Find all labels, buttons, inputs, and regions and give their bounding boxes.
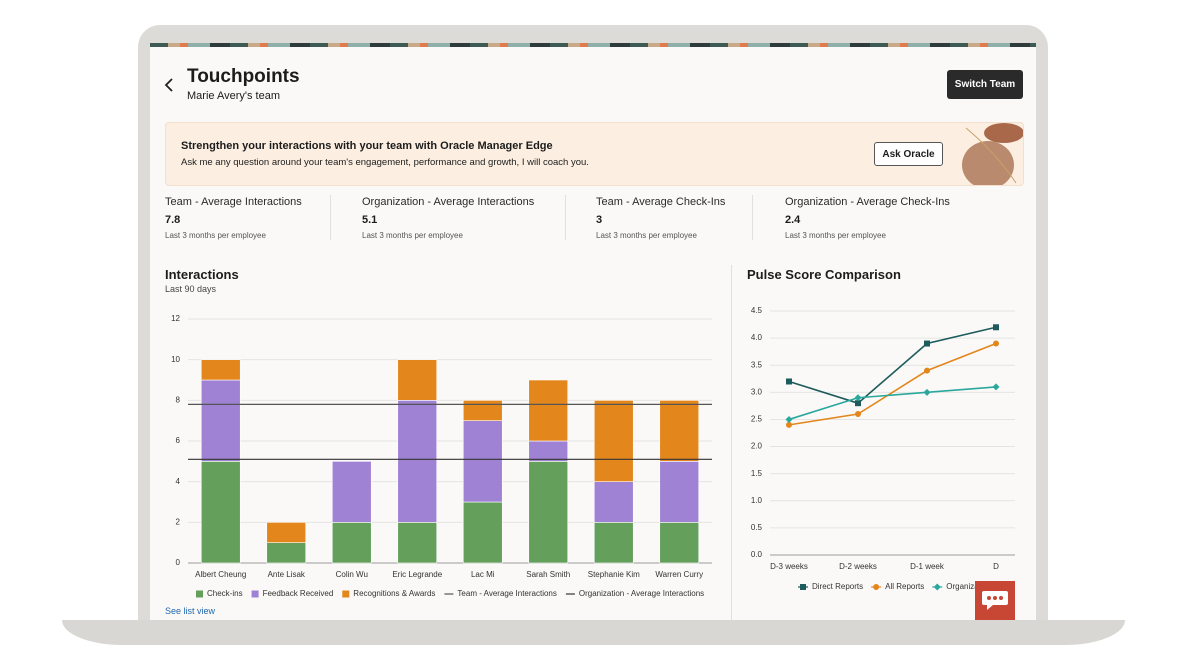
bar-segment xyxy=(594,400,633,481)
bar-segment xyxy=(267,522,306,542)
y-tick-label: 4 xyxy=(176,477,181,486)
bar-segment xyxy=(398,400,437,522)
y-tick-label: 10 xyxy=(171,355,180,364)
bar-segment xyxy=(594,482,633,523)
x-tick-label: Albert Cheung xyxy=(195,570,246,579)
y-tick-label: 0.5 xyxy=(751,523,763,532)
bar-segment xyxy=(529,461,568,563)
bar-segment xyxy=(529,380,568,441)
legend-marker xyxy=(873,584,879,590)
legend-swatch xyxy=(196,591,203,598)
legend-label: Feedback Received xyxy=(263,589,334,598)
bar-segment xyxy=(660,461,699,522)
legend-marker xyxy=(800,584,806,590)
marker xyxy=(786,416,793,423)
bar-segment xyxy=(463,400,502,420)
y-tick-label: 12 xyxy=(171,314,180,323)
legend-label: Team - Average Interactions xyxy=(457,589,556,598)
x-tick-label: Eric Legrande xyxy=(392,570,442,579)
legend-label: All Reports xyxy=(885,582,924,591)
x-tick-label: Lac Mi xyxy=(471,570,495,579)
y-tick-label: 4.5 xyxy=(751,306,763,315)
x-tick-label: Stephanie Kim xyxy=(588,570,640,579)
y-tick-label: 1.5 xyxy=(751,469,763,478)
bar-segment xyxy=(463,502,502,563)
bar-segment xyxy=(660,522,699,563)
y-tick-label: 3.5 xyxy=(751,360,763,369)
marker xyxy=(786,378,792,384)
bar-segment xyxy=(332,522,371,563)
legend-label: Check-ins xyxy=(207,589,243,598)
bar-segment xyxy=(267,543,306,563)
bar-segment xyxy=(398,522,437,563)
y-tick-label: 2.5 xyxy=(751,415,763,424)
legend-marker xyxy=(934,584,941,591)
bar-segment xyxy=(332,461,371,522)
marker xyxy=(993,341,999,347)
x-tick-label: Ante Lisak xyxy=(268,570,306,579)
y-tick-label: 0 xyxy=(176,558,181,567)
legend-label: Direct Reports xyxy=(812,582,863,591)
bar-segment xyxy=(398,360,437,401)
series-line xyxy=(789,344,996,425)
marker xyxy=(855,411,861,417)
marker xyxy=(924,341,930,347)
y-tick-label: 3.0 xyxy=(751,387,763,396)
y-tick-label: 1.0 xyxy=(751,496,763,505)
chat-button[interactable] xyxy=(975,581,1015,620)
marker xyxy=(924,389,931,396)
bar-segment xyxy=(463,421,502,502)
bar-segment xyxy=(594,522,633,563)
marker xyxy=(993,324,999,330)
legend-label: Organization - Average Interactions xyxy=(579,589,704,598)
y-tick-label: 4.0 xyxy=(751,333,763,342)
x-tick-label: Sarah Smith xyxy=(526,570,570,579)
y-tick-label: 2 xyxy=(176,517,181,526)
legend-swatch xyxy=(252,591,259,598)
bar-segment xyxy=(201,461,240,563)
marker xyxy=(993,383,1000,390)
y-tick-label: 0.0 xyxy=(751,550,763,559)
x-tick-label: D-1 week xyxy=(910,562,945,571)
x-tick-label: D xyxy=(993,562,999,571)
legend-swatch xyxy=(342,591,349,598)
y-tick-label: 6 xyxy=(176,436,181,445)
x-tick-label: D-2 weeks xyxy=(839,562,877,571)
y-tick-label: 2.0 xyxy=(751,442,763,451)
bar-segment xyxy=(660,400,699,461)
bar-segment xyxy=(201,380,240,461)
bar-segment xyxy=(529,441,568,461)
x-tick-label: D-3 weeks xyxy=(770,562,808,571)
x-tick-label: Warren Curry xyxy=(655,570,703,579)
y-tick-label: 8 xyxy=(176,395,181,404)
marker xyxy=(924,368,930,374)
legend-label: Recognitions & Awards xyxy=(353,589,435,598)
bar-segment xyxy=(201,360,240,380)
x-tick-label: Colin Wu xyxy=(336,570,368,579)
